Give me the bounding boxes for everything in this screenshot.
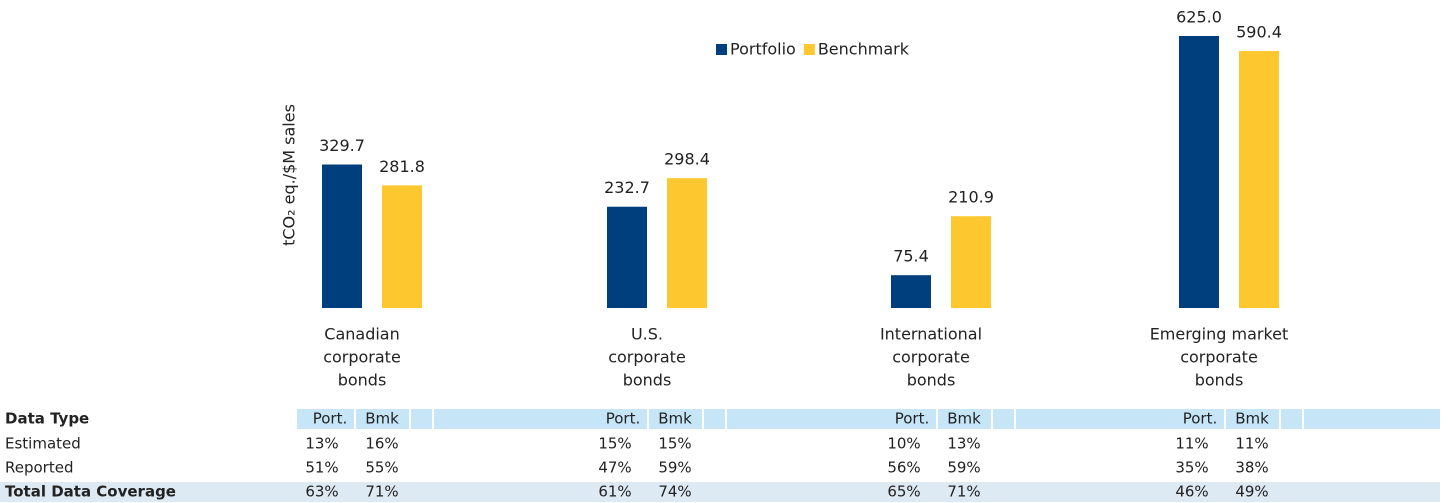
table-header: Port. <box>1183 410 1218 428</box>
bar <box>1179 36 1219 308</box>
table-header: Bmk <box>947 410 981 428</box>
table-cell: 38% <box>1235 459 1268 477</box>
bar <box>382 185 422 308</box>
x-tick-label: U.S. <box>631 325 663 344</box>
table-cell: 16% <box>365 435 398 453</box>
bar <box>607 206 647 308</box>
table-cell: 61% <box>598 483 631 501</box>
table-cell: 74% <box>658 483 691 501</box>
table-cell: 63% <box>305 483 338 501</box>
data-label: 625.0 <box>1176 8 1222 27</box>
data-label: 590.4 <box>1236 23 1282 42</box>
table-cell: 55% <box>365 459 398 477</box>
table-header: Port. <box>313 410 348 428</box>
total-band <box>0 482 1440 502</box>
bar <box>951 216 991 308</box>
data-label: 210.9 <box>948 188 994 207</box>
x-tick-label: Emerging market <box>1150 325 1289 344</box>
table-cell: 49% <box>1235 483 1268 501</box>
x-tick-label: bonds <box>338 371 387 390</box>
table-header: Port. <box>895 410 930 428</box>
bar <box>322 164 362 308</box>
table-header: Bmk <box>1235 410 1269 428</box>
data-label: 329.7 <box>319 136 365 155</box>
table-cell: 47% <box>598 459 631 477</box>
bar <box>667 178 707 308</box>
table-cell: 65% <box>887 483 920 501</box>
data-label: 232.7 <box>604 178 650 197</box>
x-tick-label: bonds <box>907 371 956 390</box>
table-cell: 11% <box>1175 435 1208 453</box>
row-label: Total Data Coverage <box>5 483 176 501</box>
data-table: Data Type Port. Bmk Port. Bmk Port. Bmk Port. Bm… <box>0 409 1440 502</box>
x-tick-label: corporate <box>1180 348 1258 367</box>
table-cell: 46% <box>1175 483 1208 501</box>
table-cell: 15% <box>598 435 631 453</box>
table-cell: 13% <box>305 435 338 453</box>
table-cell: 35% <box>1175 459 1208 477</box>
x-tick-label: corporate <box>608 348 686 367</box>
x-tick-label: corporate <box>323 348 401 367</box>
x-tick-label: bonds <box>623 371 672 390</box>
data-label: 281.8 <box>379 157 425 176</box>
table-cell: 59% <box>947 459 980 477</box>
bar <box>1239 51 1279 308</box>
table-cell: 15% <box>658 435 691 453</box>
table-header: Data Type <box>5 410 89 428</box>
table-cell: 59% <box>658 459 691 477</box>
table-cell: 71% <box>947 483 980 501</box>
data-label: 298.4 <box>664 150 710 169</box>
legend-swatch <box>803 44 815 55</box>
legend-swatch <box>716 44 727 55</box>
legend-label: Portfolio <box>730 40 796 59</box>
table-cell: 13% <box>947 435 980 453</box>
header-band <box>297 409 1440 429</box>
y-axis-label: tCO₂ eq./$M sales <box>280 104 299 246</box>
table-cell: 56% <box>887 459 920 477</box>
row-label: Reported <box>5 459 73 477</box>
table-cell: 10% <box>887 435 920 453</box>
row-label: Estimated <box>5 435 81 453</box>
table-header: Port. <box>606 410 641 428</box>
table-cell: 71% <box>365 483 398 501</box>
x-tick-label: bonds <box>1195 371 1244 390</box>
table-header: Bmk <box>658 410 692 428</box>
legend-label: Benchmark <box>818 40 910 59</box>
table-header: Bmk <box>365 410 399 428</box>
table-cell: 51% <box>305 459 338 477</box>
x-tick-label: Canadian <box>324 325 399 344</box>
x-tick-label: International <box>880 325 982 344</box>
data-label: 75.4 <box>893 247 929 266</box>
bar <box>891 275 931 308</box>
table-cell: 11% <box>1235 435 1268 453</box>
x-tick-label: corporate <box>892 348 970 367</box>
